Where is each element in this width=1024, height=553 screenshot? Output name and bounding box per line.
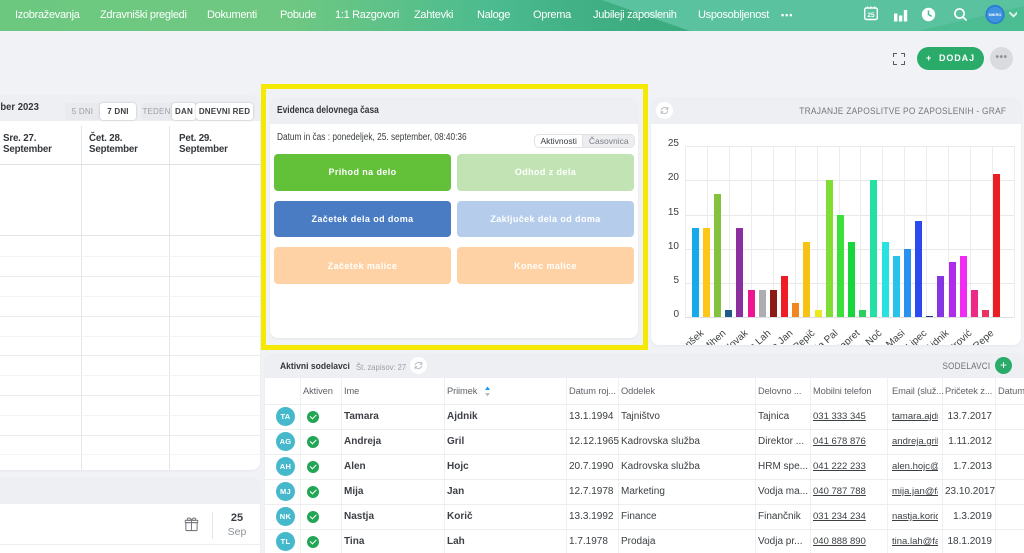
svg-text:MIKRO: MIKRO: [989, 13, 1002, 17]
svg-text:25: 25: [867, 12, 875, 19]
